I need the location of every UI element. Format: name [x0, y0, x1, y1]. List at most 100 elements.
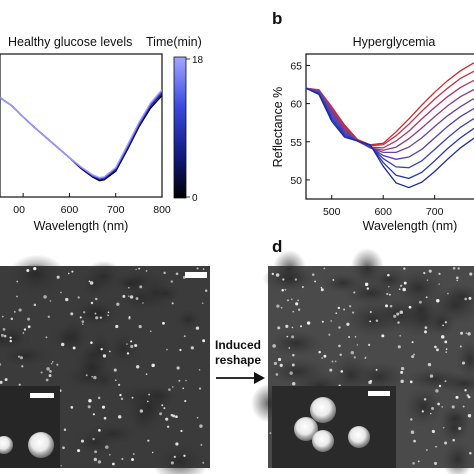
- nanoparticle-dot: [291, 381, 296, 386]
- nanoparticle-dot: [458, 426, 462, 431]
- cell-region: [269, 330, 323, 357]
- nanoparticle-dot: [19, 356, 24, 360]
- inset-particle: [312, 430, 334, 452]
- nanoparticle-dot: [175, 415, 178, 419]
- nanoparticle-dot: [289, 371, 293, 375]
- nanoparticle-dot: [368, 343, 371, 346]
- inset-particle: [348, 426, 370, 448]
- chart-b-ticks: 500 600 700 50 55 60 65: [290, 60, 443, 218]
- cell-region: [403, 386, 444, 428]
- chart-b-ytick-label: 65: [290, 60, 302, 72]
- nanoparticle-dot: [337, 306, 341, 310]
- nanoparticle-dot: [287, 299, 289, 302]
- nanoparticle-dot: [21, 365, 24, 368]
- micrograph-after-cells: [251, 247, 474, 474]
- nanoparticle-dot: [428, 269, 432, 273]
- nanoparticle-dot: [184, 399, 187, 403]
- nanoparticle-dot: [175, 272, 179, 276]
- nanoparticle-dot: [40, 371, 43, 374]
- nanoparticle-dot: [318, 350, 321, 354]
- nanoparticle-dot: [190, 346, 194, 350]
- nanoparticle-dot: [90, 341, 93, 344]
- inset-before: [0, 386, 60, 468]
- cell-region: [173, 307, 203, 332]
- nanoparticle-dot: [412, 462, 415, 465]
- nanoparticle-dot: [301, 286, 304, 288]
- nanoparticle-dot: [444, 340, 448, 344]
- nanoparticle-dot: [431, 407, 434, 410]
- chart-b-xlabel: Wavelength (nm): [363, 219, 458, 233]
- nanoparticle-dot: [0, 333, 4, 337]
- nanoparticle-dot: [135, 365, 140, 369]
- nanoparticle-dot: [413, 439, 416, 443]
- nanoparticle-dot: [352, 311, 355, 314]
- nanoparticle-dot: [196, 416, 199, 419]
- nanoparticle-dot: [87, 405, 91, 409]
- nanoparticle-dot: [321, 357, 324, 359]
- nanoparticle-dot: [348, 305, 352, 308]
- chart-b-series-line: [306, 87, 474, 180]
- nanoparticle-dot: [403, 267, 406, 270]
- nanoparticle-dot: [130, 340, 133, 343]
- panel-letter-b: b: [272, 9, 282, 28]
- nanoparticle-dot: [172, 386, 174, 388]
- nanoparticle-dot: [33, 303, 37, 307]
- nanoparticle-dot: [413, 353, 416, 356]
- cell-region: [86, 330, 115, 369]
- nanoparticle-dot: [328, 333, 331, 336]
- nanoparticle-dot: [275, 273, 280, 277]
- nanoparticle-dot: [88, 399, 92, 403]
- nanoparticle-dot: [369, 379, 373, 383]
- nanoparticle-dot: [465, 332, 468, 334]
- nanoparticle-dot: [49, 370, 52, 373]
- nanoparticle-dot: [135, 268, 137, 271]
- nanoparticle-dot: [421, 410, 424, 413]
- nanoparticle-dot: [147, 400, 149, 403]
- nanoparticle-dot: [338, 326, 341, 329]
- nanoparticle-dot: [409, 380, 413, 384]
- nanoparticle-dot: [185, 379, 187, 382]
- nanoparticle-dot: [444, 321, 448, 324]
- nanoparticle-dot: [198, 387, 202, 390]
- nanoparticle-dot: [441, 405, 444, 408]
- nanoparticle-dot: [467, 332, 471, 336]
- chart-b-xtick-label: 600: [374, 206, 392, 218]
- nanoparticle-dot: [346, 322, 350, 326]
- nanoparticle-dot: [180, 429, 183, 433]
- nanoparticle-dot: [356, 344, 359, 346]
- nanoparticle-dot: [397, 321, 400, 324]
- nanoparticle-dot: [80, 439, 84, 443]
- nanoparticle-dot: [150, 330, 152, 333]
- nanoparticle-dot: [196, 267, 199, 270]
- nanoparticle-dot: [17, 355, 21, 358]
- nanoparticle-dot: [60, 291, 62, 294]
- nanoparticle-dot: [279, 363, 283, 367]
- nanoparticle-dot: [386, 292, 389, 296]
- nanoparticle-dot: [204, 289, 208, 292]
- nanoparticle-dot: [323, 267, 326, 270]
- nanoparticle-dot: [464, 297, 468, 301]
- nanoparticle-dot: [438, 272, 441, 275]
- nanoparticle-dot: [195, 326, 200, 330]
- nanoparticle-dot: [297, 299, 299, 302]
- nanoparticle-dot: [280, 306, 283, 309]
- nanoparticle-dot: [183, 335, 186, 338]
- nanoparticle-dot: [353, 291, 356, 294]
- cell-region: [262, 265, 317, 292]
- nanoparticle-dot: [166, 348, 168, 351]
- nanoparticle-dot: [440, 335, 445, 339]
- nanoparticle-dot: [410, 418, 413, 421]
- nanoparticle-dot: [18, 308, 22, 312]
- nanoparticle-dot: [173, 455, 176, 459]
- nanoparticle-dot: [97, 460, 102, 464]
- chart-b-series-line: [306, 87, 474, 160]
- nanoparticle-dot: [151, 363, 155, 368]
- nanoparticle-dot: [92, 437, 95, 441]
- nanoparticle-dot: [429, 374, 434, 378]
- cell-region: [268, 358, 328, 386]
- inset-after-bg: [272, 386, 396, 468]
- nanoparticle-dot: [295, 302, 299, 306]
- chart-a-xtick-label: 700: [107, 204, 125, 216]
- chart-b-frame: [305, 53, 474, 200]
